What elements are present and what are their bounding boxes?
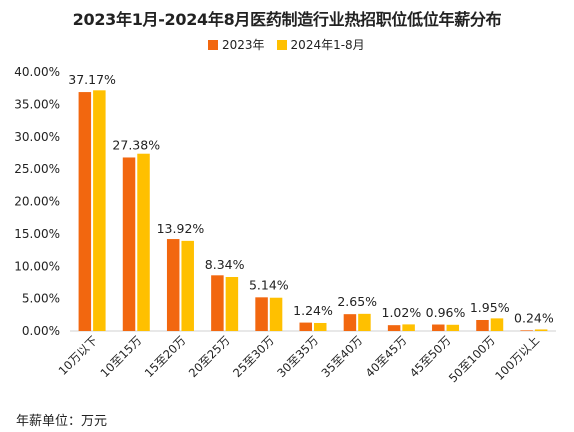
bar-2024 bbox=[137, 153, 150, 331]
data-label: 37.17% bbox=[68, 72, 116, 87]
bar-2023 bbox=[432, 324, 445, 331]
data-label: 1.02% bbox=[382, 305, 422, 320]
bar-2023 bbox=[78, 92, 92, 331]
bar-2024 bbox=[358, 313, 371, 331]
x-category-label: 10万以下 bbox=[56, 333, 101, 378]
bar-2024 bbox=[534, 329, 548, 331]
chart-title: 2023年1月-2024年8月医药制造行业热招职位低位年薪分布 bbox=[72, 10, 502, 29]
bar-2024 bbox=[402, 324, 415, 331]
x-category-label: 40至45万 bbox=[363, 333, 410, 380]
y-tick-label: 15.00% bbox=[14, 227, 60, 241]
y-tick-label: 35.00% bbox=[14, 97, 60, 111]
y-tick-label: 0.00% bbox=[22, 324, 60, 338]
bar-2024 bbox=[446, 324, 460, 331]
legend-swatch-2024 bbox=[276, 39, 287, 50]
x-category-label: 30至35万 bbox=[274, 333, 321, 380]
data-label: 1.24% bbox=[293, 303, 333, 318]
y-tick-label: 20.00% bbox=[14, 195, 60, 209]
bar-2024 bbox=[181, 240, 194, 331]
bar-2023 bbox=[343, 314, 357, 331]
bar-2023 bbox=[520, 330, 533, 331]
bar-2023 bbox=[211, 275, 224, 331]
x-category-label: 25至30万 bbox=[230, 333, 277, 380]
y-tick-label: 25.00% bbox=[14, 162, 60, 176]
bar-2023 bbox=[387, 325, 401, 331]
data-label: 1.95% bbox=[470, 300, 510, 315]
unit-note: 年薪单位：万元 bbox=[16, 414, 108, 429]
y-tick-label: 30.00% bbox=[14, 130, 60, 144]
data-label: 5.14% bbox=[249, 278, 289, 293]
y-tick-label: 40.00% bbox=[14, 65, 60, 79]
bar-2024 bbox=[490, 318, 504, 331]
data-label: 0.96% bbox=[426, 305, 466, 320]
legend-item-2024: 2024年1-8月 bbox=[276, 36, 365, 53]
data-label: 27.38% bbox=[112, 137, 160, 152]
legend-label-2024: 2024年1-8月 bbox=[290, 38, 365, 52]
data-label: 2.65% bbox=[337, 294, 377, 309]
bar-2024 bbox=[269, 297, 283, 331]
x-category-label: 50至100万 bbox=[446, 333, 498, 385]
bar-2024 bbox=[93, 90, 106, 331]
x-category-label: 100万以上 bbox=[492, 333, 542, 383]
bar-2023 bbox=[299, 322, 312, 331]
legend-swatch-2023 bbox=[208, 39, 218, 50]
x-category-label: 35至40万 bbox=[318, 333, 365, 380]
bar-2023 bbox=[122, 157, 136, 331]
bar-2023 bbox=[166, 239, 180, 331]
y-tick-label: 10.00% bbox=[14, 259, 60, 273]
x-category-label: 15至20万 bbox=[142, 333, 189, 380]
data-label: 8.34% bbox=[205, 257, 245, 272]
bar-2023 bbox=[255, 297, 268, 331]
bar-2024 bbox=[314, 322, 327, 331]
bar-2023 bbox=[476, 319, 489, 331]
x-category-label: 45至50万 bbox=[407, 333, 454, 380]
data-label: 0.24% bbox=[514, 310, 554, 325]
bar-2024 bbox=[225, 276, 239, 331]
legend-item-2023: 2023年 bbox=[208, 36, 265, 53]
y-tick-label: 5.00% bbox=[22, 292, 60, 306]
legend-label-2023: 2023年 bbox=[222, 38, 265, 52]
legend: 2023年 2024年1-8月 bbox=[208, 36, 365, 53]
data-label: 13.92% bbox=[157, 221, 205, 236]
x-category-label: 10至15万 bbox=[98, 333, 145, 380]
x-category-label: 20至25万 bbox=[186, 333, 233, 380]
